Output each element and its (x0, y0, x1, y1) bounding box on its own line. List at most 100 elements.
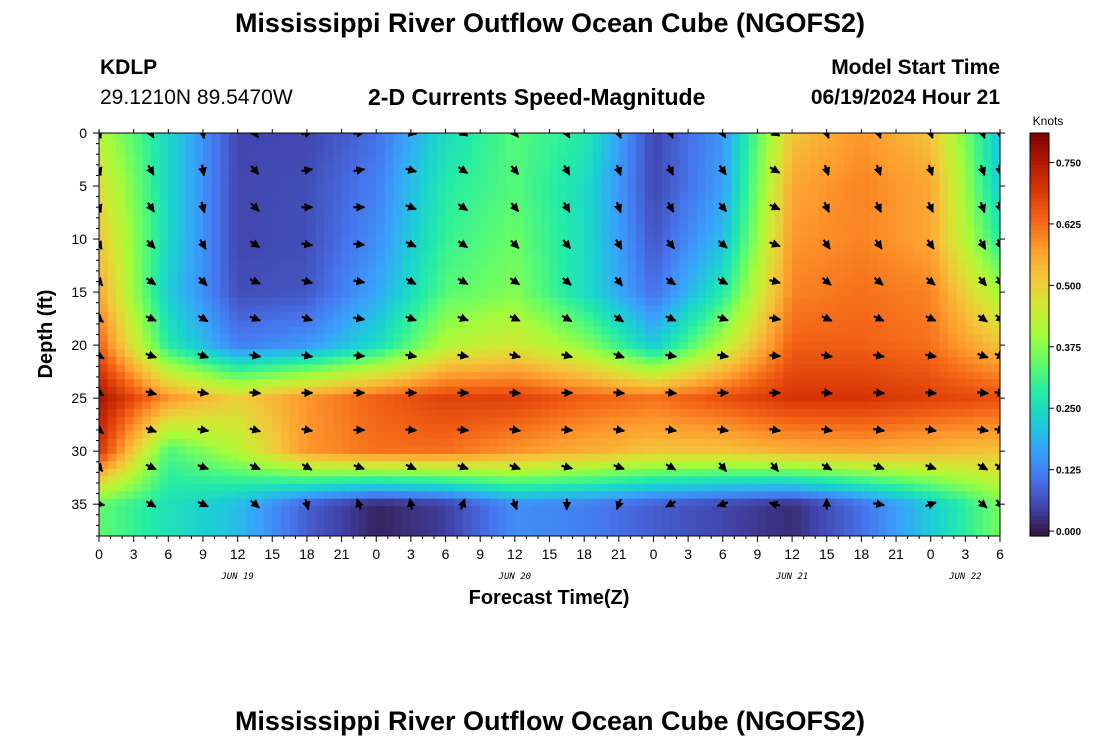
heatmap-cell (384, 222, 395, 231)
heatmap-cell (246, 259, 256, 268)
heatmap-cell (289, 155, 299, 164)
heatmap-cell (332, 244, 343, 253)
heatmap-cell (428, 424, 438, 433)
heatmap-cell (168, 424, 178, 433)
heatmap-cell (670, 319, 681, 328)
heatmap-cell (358, 483, 369, 492)
heatmap-cell (142, 192, 152, 201)
heatmap-cell (896, 177, 906, 186)
heatmap-cell (410, 356, 421, 365)
heatmap-cell (289, 319, 299, 328)
heatmap-cell (315, 409, 325, 418)
heatmap-cell (532, 438, 542, 448)
heatmap-cell (644, 476, 655, 485)
heatmap-cell (549, 222, 559, 231)
heatmap-cell (982, 371, 992, 380)
heatmap-cell (930, 192, 940, 201)
heatmap-cell (774, 438, 785, 448)
heatmap-cell (488, 304, 499, 313)
heatmap-cell (705, 274, 715, 283)
heatmap-cell (982, 185, 992, 194)
heatmap-cell (497, 244, 507, 253)
heatmap-cell (306, 259, 317, 268)
heatmap-cell (289, 453, 299, 462)
heatmap-cell (367, 327, 377, 336)
heatmap-cell (298, 244, 308, 253)
heatmap-cell (549, 244, 559, 253)
heatmap-cell (133, 155, 143, 164)
heatmap-cell (566, 364, 577, 373)
heatmap-cell (540, 379, 551, 388)
heatmap-cell (176, 170, 187, 179)
heatmap-cell (809, 334, 819, 343)
heatmap-cell (722, 416, 733, 425)
heatmap-cell (402, 297, 412, 306)
heatmap-cell (306, 222, 317, 231)
heatmap-cell (800, 155, 810, 164)
heatmap-cell (592, 207, 603, 216)
heatmap-cell (124, 230, 135, 239)
heatmap-cell (965, 274, 975, 283)
heatmap-cell (636, 133, 646, 142)
heatmap-cell (618, 192, 629, 201)
heatmap-cell (826, 409, 836, 418)
heatmap-cell (809, 446, 819, 455)
heatmap-cell (428, 237, 438, 246)
heatmap-cell (480, 401, 490, 410)
heatmap-cell (506, 244, 516, 253)
heatmap-cell (566, 438, 577, 448)
heatmap-cell (861, 192, 871, 201)
heatmap-cell (367, 312, 377, 321)
heatmap-cell (792, 409, 802, 418)
heatmap-cell (315, 192, 325, 201)
heatmap-cell (228, 453, 239, 462)
heatmap-cell (514, 185, 525, 194)
heatmap-cell (852, 282, 862, 291)
heatmap-cell (532, 133, 542, 142)
heatmap-cell (601, 394, 611, 403)
heatmap-cell (436, 453, 447, 462)
heatmap-cell (402, 259, 412, 268)
heatmap-cell (523, 334, 533, 343)
heatmap-cell (644, 244, 655, 253)
heatmap-cell (150, 446, 161, 455)
heatmap-cell (696, 162, 707, 171)
heatmap-cell (662, 170, 672, 179)
heatmap-cell (982, 319, 992, 328)
heatmap-cell (584, 192, 594, 201)
heatmap-cell (748, 379, 759, 388)
heatmap-cell (393, 364, 403, 373)
heatmap-cell (696, 170, 707, 179)
heatmap-cell (211, 155, 221, 164)
heatmap-cell (488, 177, 499, 186)
heatmap-cell (887, 162, 897, 171)
heatmap-cell (714, 304, 724, 313)
heatmap-cell (904, 192, 914, 201)
heatmap-cell (948, 297, 958, 306)
heatmap-cell (826, 483, 836, 492)
heatmap-cell (688, 446, 698, 455)
heatmap-cell (930, 289, 940, 298)
heatmap-cell (818, 349, 828, 358)
heatmap-cell (566, 200, 577, 209)
heatmap-cell (211, 401, 221, 410)
heatmap-cell (826, 147, 836, 156)
heatmap-cell (159, 267, 169, 276)
heatmap-cell (844, 192, 854, 201)
heatmap-cell (913, 416, 923, 425)
heatmap-cell (185, 312, 195, 321)
heatmap-cell (194, 222, 204, 231)
heatmap-cell (766, 334, 776, 343)
heatmap-cell (800, 312, 810, 321)
heatmap-cell (670, 364, 681, 373)
heatmap-cell (202, 230, 213, 239)
heatmap-cell (107, 327, 117, 336)
heatmap-cell (670, 170, 681, 179)
heatmap-cell (246, 409, 256, 418)
heatmap-cell (948, 140, 958, 149)
heatmap-cell (107, 424, 117, 433)
heatmap-cell (618, 371, 629, 380)
heatmap-cell (150, 200, 161, 209)
heatmap-cell (159, 438, 169, 448)
heatmap-cell (930, 483, 940, 492)
